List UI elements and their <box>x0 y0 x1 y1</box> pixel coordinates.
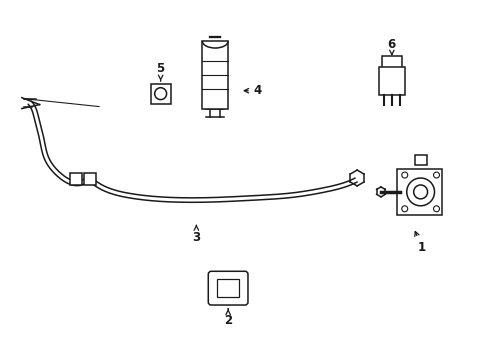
Text: 2: 2 <box>224 309 232 327</box>
Text: 1: 1 <box>414 231 425 254</box>
Circle shape <box>406 178 434 206</box>
Bar <box>378 67 404 95</box>
Circle shape <box>413 185 427 199</box>
Circle shape <box>154 88 166 100</box>
Text: 5: 5 <box>156 62 164 81</box>
Bar <box>150 84 170 104</box>
FancyBboxPatch shape <box>208 271 247 305</box>
Circle shape <box>433 206 439 212</box>
Bar <box>396 169 442 215</box>
Bar <box>217 279 239 297</box>
Text: 3: 3 <box>192 225 200 244</box>
Bar <box>381 56 401 68</box>
Bar <box>70 173 82 185</box>
Bar <box>414 155 426 165</box>
Bar <box>202 41 228 109</box>
Circle shape <box>401 206 407 212</box>
Bar <box>84 173 96 185</box>
Text: 4: 4 <box>244 84 262 97</box>
Circle shape <box>433 172 439 178</box>
Circle shape <box>401 172 407 178</box>
Text: 6: 6 <box>387 37 395 55</box>
